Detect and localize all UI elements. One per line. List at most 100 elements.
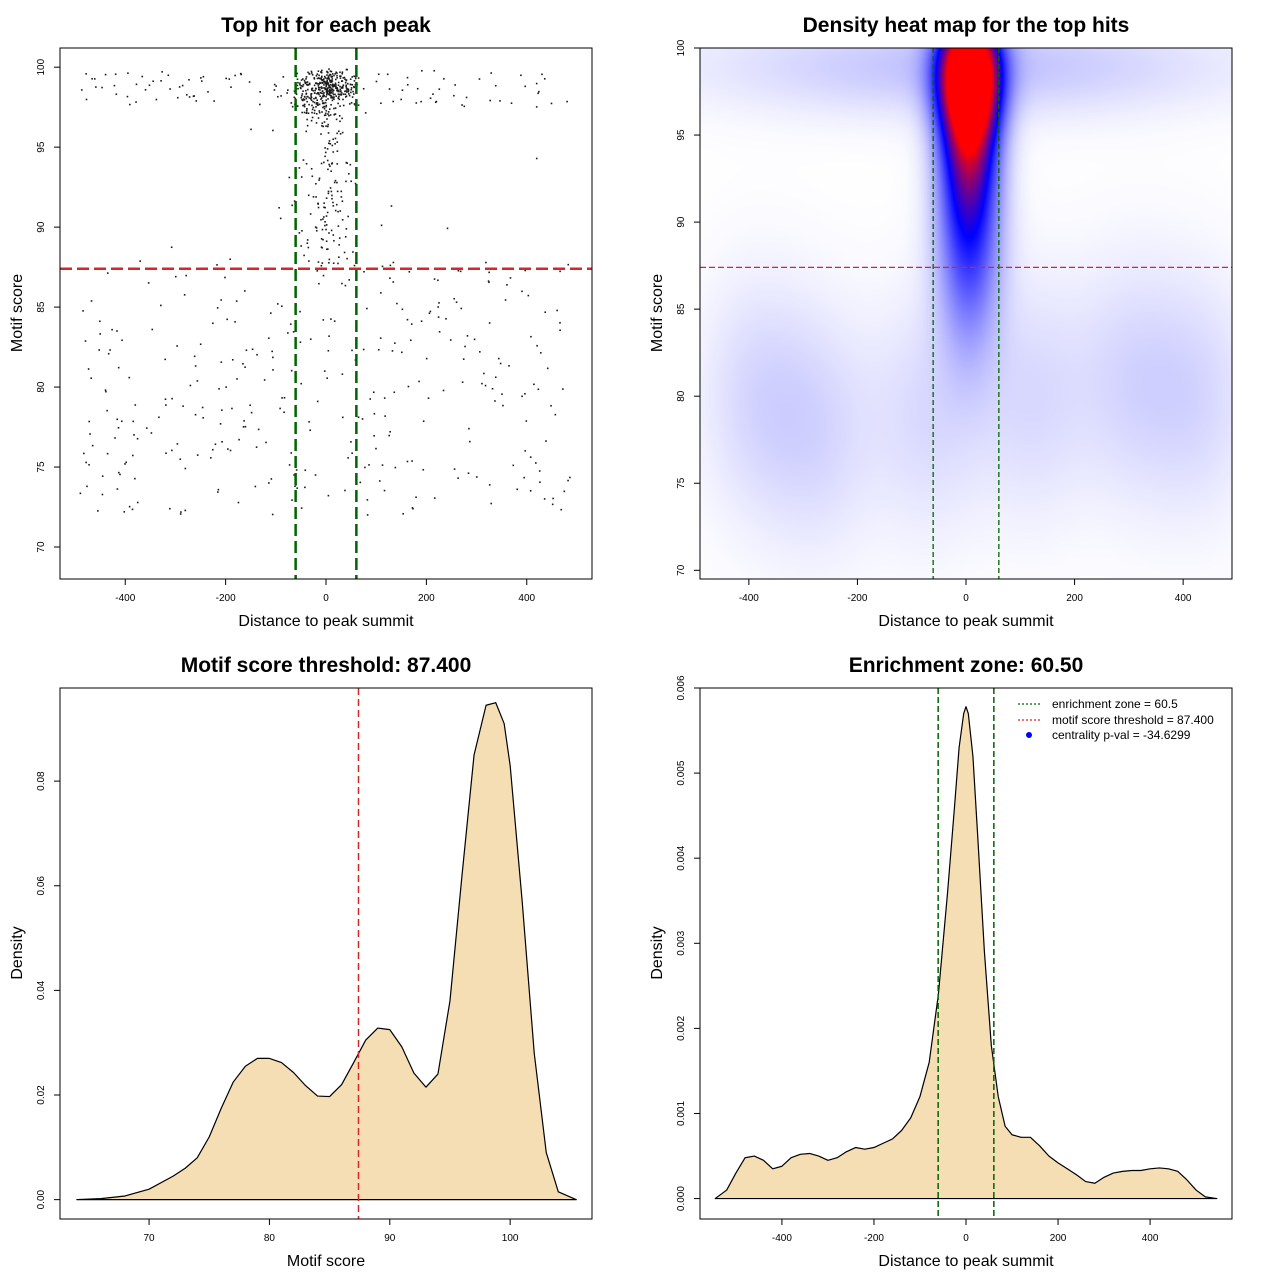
scatter-point: [324, 87, 326, 89]
scatter-point: [313, 109, 316, 112]
scatter-point: [339, 71, 341, 74]
scatter-point: [538, 90, 540, 93]
scatter-point: [400, 98, 402, 101]
scatter-point: [310, 98, 312, 100]
scatter-point: [318, 110, 321, 112]
scatter-point: [533, 383, 535, 386]
scatter-point: [306, 107, 308, 110]
scatter-point: [364, 112, 367, 114]
scatter-point: [323, 84, 325, 86]
scatter-point: [271, 513, 274, 516]
scatter-point: [214, 443, 217, 446]
scatter-point: [529, 456, 532, 458]
scatter-point: [342, 93, 345, 96]
scatter-point: [120, 420, 123, 423]
scatter-point: [307, 84, 309, 86]
scatter-point: [317, 261, 320, 263]
scatter-point: [325, 88, 327, 91]
scatter-point: [99, 333, 101, 335]
scatter-point: [337, 89, 339, 92]
scatter-point: [307, 194, 310, 197]
scatter-point: [352, 93, 355, 95]
scatter-point: [552, 497, 554, 500]
scatter-point: [300, 382, 303, 385]
scatter-point: [562, 388, 564, 390]
scatter-point: [320, 75, 323, 78]
scatter-point: [342, 104, 345, 107]
scatter-point: [286, 92, 288, 94]
scatter-point: [543, 498, 546, 500]
scatter-point: [320, 92, 323, 94]
scatter-point: [539, 352, 542, 354]
scatter-point: [406, 76, 409, 79]
scatter-point: [330, 190, 333, 193]
scatter-point: [231, 358, 234, 361]
scatter-point: [317, 86, 320, 89]
scatter-point: [114, 73, 117, 76]
scatter-point: [279, 217, 282, 220]
scatter-point: [314, 226, 317, 228]
scatter-point: [333, 98, 335, 100]
scatter-point: [344, 90, 346, 93]
x-tick-label: 400: [1142, 1233, 1159, 1244]
scatter-point: [300, 507, 303, 509]
scatter-point: [437, 306, 439, 308]
scatter-point: [328, 335, 330, 337]
scatter-point: [344, 78, 346, 81]
scatter-point: [144, 88, 147, 91]
scatter-point: [226, 318, 229, 321]
scatter-point: [227, 448, 229, 450]
scatter-point: [401, 308, 404, 311]
scatter-point: [422, 468, 425, 471]
x-axis-label: Distance to peak summit: [878, 1253, 1054, 1270]
scatter-point: [560, 508, 563, 511]
scatter-point: [322, 125, 325, 128]
scatter-point: [323, 370, 326, 372]
scatter-point: [481, 382, 483, 385]
scatter-points: [79, 68, 571, 516]
scatter-point: [115, 93, 118, 96]
scatter-point: [487, 280, 490, 282]
scatter-point: [380, 102, 382, 105]
scatter-point: [319, 89, 321, 91]
scatter-point: [310, 96, 313, 99]
scatter-point: [116, 488, 119, 490]
scatter-point: [341, 373, 344, 375]
scatter-point: [383, 397, 386, 399]
scatter-point: [315, 122, 318, 124]
scatter-point: [225, 77, 227, 80]
scatter-point: [406, 318, 409, 321]
scatter-point: [309, 429, 311, 432]
scatter-point: [337, 102, 339, 105]
legend-label: centrality p-val = -34.6299: [1052, 728, 1191, 742]
scatter-point: [104, 389, 107, 391]
scatter-point: [217, 488, 220, 491]
scatter-point: [135, 83, 138, 86]
scatter-point: [325, 104, 328, 107]
scatter-point: [368, 464, 370, 466]
chart-title: Density heat map for the top hits: [803, 14, 1130, 37]
scatter-point: [337, 97, 340, 99]
scatter-point: [236, 378, 238, 380]
scatter-point: [320, 162, 323, 165]
scatter-point: [321, 79, 323, 82]
scatter-point: [320, 78, 322, 81]
scatter-point: [333, 181, 336, 184]
scatter-point: [330, 103, 332, 106]
scatter-point: [332, 201, 334, 204]
scatter-point: [325, 81, 328, 83]
scatter-point: [128, 376, 131, 379]
scatter-point: [347, 89, 350, 92]
scatter-point: [310, 167, 313, 170]
y-tick-label: 100: [676, 39, 687, 56]
scatter-point: [330, 89, 332, 92]
scatter-point: [326, 71, 329, 73]
scatter-point: [410, 323, 413, 325]
scatter-point: [319, 82, 322, 85]
scatter-point: [328, 140, 331, 142]
scatter-point: [310, 119, 313, 122]
scatter-point: [354, 103, 356, 106]
scatter-point: [351, 452, 353, 455]
scatter-point: [229, 258, 231, 261]
scatter-point: [345, 84, 348, 87]
